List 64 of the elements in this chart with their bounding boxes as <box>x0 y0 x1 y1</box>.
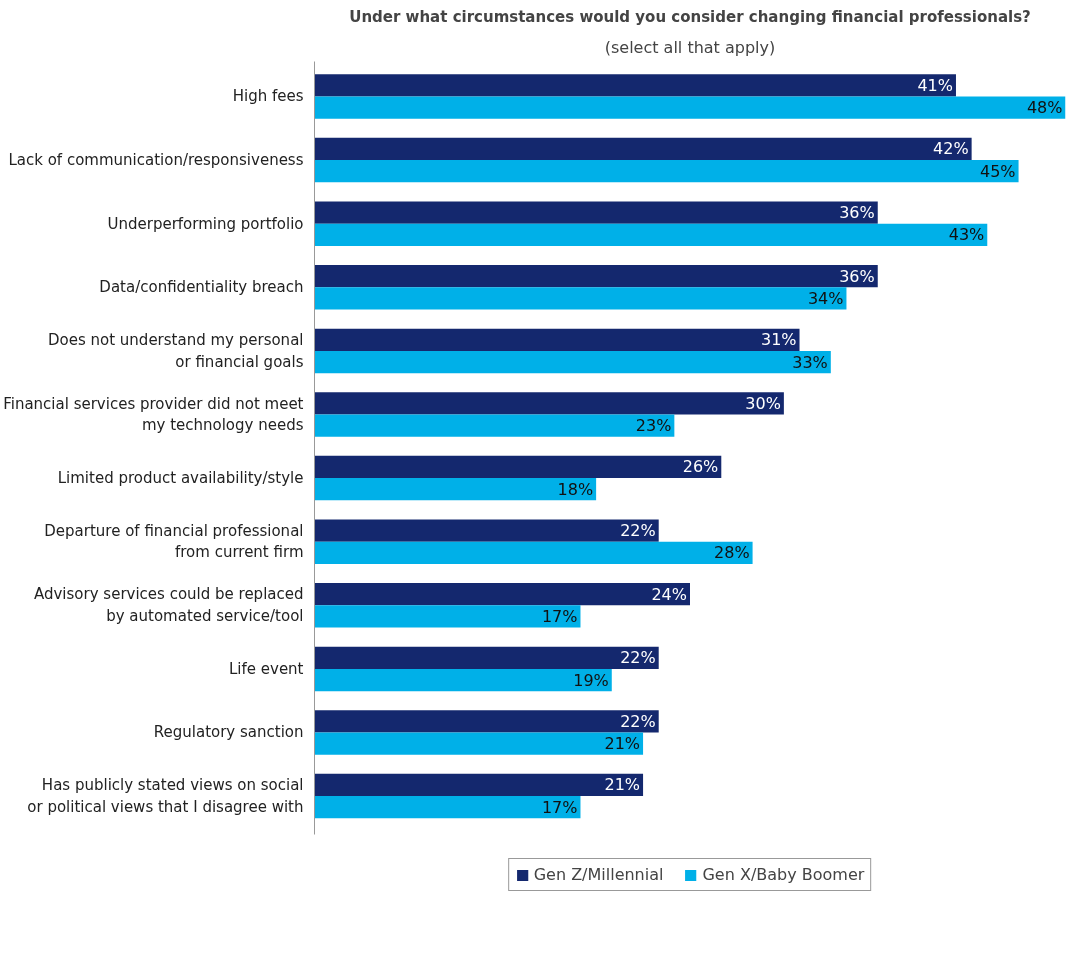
data-label: 23% <box>635 416 672 436</box>
data-label: 36% <box>839 203 875 223</box>
data-label: 17% <box>541 606 578 626</box>
y-tick-label: Regulatory sanction <box>153 723 304 742</box>
data-label: 36% <box>839 266 875 286</box>
data-label: 34% <box>807 288 844 308</box>
bar <box>314 74 956 97</box>
y-tick-label: Life event <box>228 659 304 678</box>
bar <box>314 796 581 819</box>
bar <box>314 583 690 606</box>
data-label: 21% <box>604 734 641 754</box>
data-label: 43% <box>948 225 985 245</box>
bar <box>314 773 644 797</box>
legend-label: Gen X/Baby Boomer <box>702 865 865 884</box>
data-label: 22% <box>620 648 656 668</box>
bar <box>314 478 597 501</box>
bar <box>314 96 1066 119</box>
bar <box>314 287 847 310</box>
data-label: 30% <box>745 393 781 413</box>
data-label: 28% <box>714 543 750 563</box>
data-label: 33% <box>792 352 828 372</box>
data-label: 18% <box>557 479 594 499</box>
data-label: 24% <box>651 584 687 604</box>
bar <box>314 350 831 374</box>
data-label: 48% <box>1026 98 1063 118</box>
chart-subtitle: (select all that apply) <box>604 37 776 57</box>
bar <box>314 646 659 669</box>
bar <box>314 201 878 224</box>
bar <box>314 414 675 437</box>
y-tick-label: Limited product availability/style <box>57 469 304 488</box>
bar <box>314 328 800 351</box>
y-tick-label: Does not understand my personal or financial goals <box>47 331 304 371</box>
chart-title: Under what circumstances would you consider changing financial professionals? <box>349 7 1031 26</box>
bar <box>314 519 659 542</box>
data-label: 17% <box>541 797 578 817</box>
bar <box>314 732 644 755</box>
y-tick-label: Data/confidentiality breach <box>99 278 304 297</box>
bar <box>314 605 581 628</box>
data-label: 22% <box>620 521 656 541</box>
data-label: 41% <box>917 75 953 95</box>
bar <box>314 668 612 692</box>
legend-label: Gen Z/Millennial <box>533 865 664 884</box>
y-tick-label: Lack of communication/responsiveness <box>8 151 304 170</box>
data-label: 31% <box>760 330 797 350</box>
bar <box>314 137 972 161</box>
bar <box>314 223 988 246</box>
y-tick-label: Advisory services could be replaced by automated service/tool <box>33 585 304 626</box>
data-label: 22% <box>620 711 656 731</box>
bar <box>314 710 659 733</box>
bar <box>314 392 784 415</box>
data-label: 21% <box>604 775 641 795</box>
y-tick-label: Underperforming portfolio <box>107 214 304 233</box>
data-label: 42% <box>933 139 969 159</box>
y-tick-label: High fees <box>232 87 304 106</box>
bar <box>314 265 878 288</box>
data-label: 19% <box>573 670 609 690</box>
y-tick-label: Has publicly stated views on social or political views that I disagree with <box>27 776 304 816</box>
bar <box>314 160 1019 183</box>
data-label: 26% <box>682 457 719 477</box>
bar <box>314 541 753 564</box>
y-tick-label: Financial services provider did not meet my technology needs <box>3 394 304 435</box>
bar <box>314 455 722 479</box>
y-tick-label: Departure of financial professional from current firm <box>44 521 304 562</box>
data-label: 45% <box>980 161 1016 181</box>
